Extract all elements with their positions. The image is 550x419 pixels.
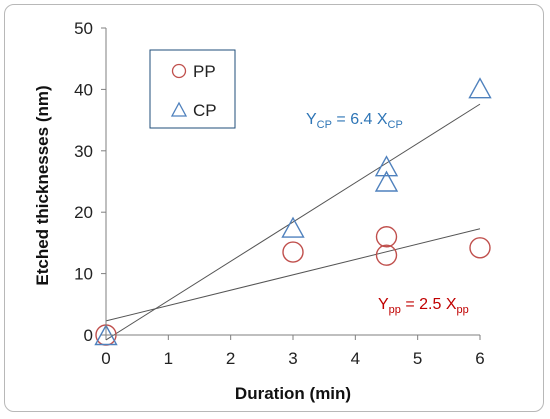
- equation-pp: Ypp = 2.5 Xpp: [378, 296, 469, 316]
- point-pp: [469, 237, 491, 259]
- y-tick-label: 10: [74, 265, 93, 284]
- point-cp: [374, 155, 399, 177]
- equation-cp-mid: = 6.4 X: [332, 111, 388, 128]
- point-pp: [282, 241, 304, 263]
- y-axis-label: Etched thicknesses (nm): [33, 85, 52, 285]
- trend-line-pp: [105, 228, 481, 322]
- equation-cp: YCP = 6.4 XCP: [306, 111, 403, 131]
- equation-cp-y: Y: [306, 111, 317, 128]
- equation-cp-sub2: CP: [388, 119, 403, 131]
- legend-triangle-marker: [170, 101, 188, 117]
- trend-lines: [105, 103, 481, 341]
- point-cp: [374, 170, 399, 192]
- x-tick-label: 6: [475, 349, 484, 368]
- point-pp: [375, 226, 398, 248]
- x-tick-labels: 0 1 2 3 4 5 6: [101, 335, 485, 368]
- equation-pp-mid: = 2.5 X: [401, 296, 457, 313]
- x-tick-label: 0: [101, 349, 110, 368]
- equation-pp-sub1: pp: [389, 304, 401, 316]
- y-tick-label: 40: [74, 80, 93, 99]
- y-tick-label: 0: [84, 326, 93, 345]
- trend-line-cp: [105, 103, 481, 341]
- chart-frame: [4, 4, 544, 412]
- legend-circle-marker: [171, 63, 187, 79]
- point-cp: [468, 77, 492, 99]
- equation-cp-sub1: CP: [317, 119, 332, 131]
- x-tick-label: 4: [351, 349, 360, 368]
- x-tick-label: 1: [164, 349, 173, 368]
- x-axis-label: Duration (min): [235, 384, 351, 403]
- x-tick-label: 3: [288, 349, 297, 368]
- y-tick-label: 30: [74, 142, 93, 161]
- point-cp: [281, 216, 305, 238]
- x-tick-label: 2: [226, 349, 235, 368]
- y-tick-labels: 0 10 20 30 40 50: [74, 19, 106, 345]
- legend-label-cp: CP: [193, 101, 217, 120]
- equation-pp-sub2: pp: [457, 304, 469, 316]
- legend-box: [149, 49, 236, 129]
- point-pp: [375, 244, 398, 266]
- y-tick-label: 20: [74, 203, 93, 222]
- y-tick-label: 50: [74, 19, 93, 38]
- x-tick-label: 5: [413, 349, 422, 368]
- legend-label-pp: PP: [193, 62, 216, 81]
- equation-pp-y: Y: [378, 296, 389, 313]
- legend: PP CP: [149, 49, 236, 129]
